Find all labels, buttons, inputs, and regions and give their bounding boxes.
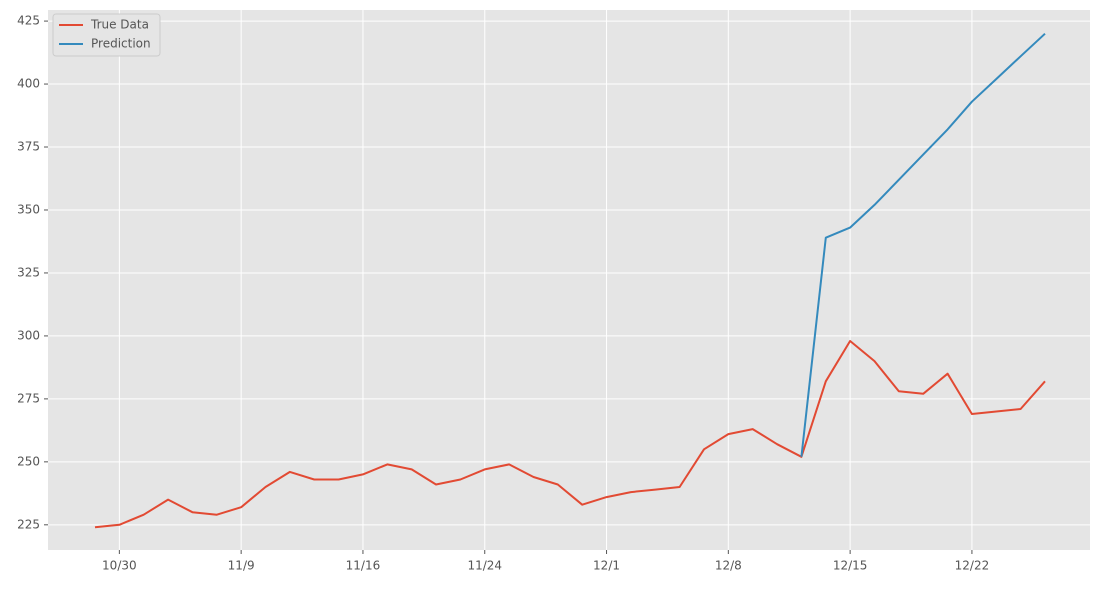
y-tick-label: 300 bbox=[17, 328, 40, 342]
y-tick-label: 325 bbox=[17, 265, 40, 279]
y-tick-label: 425 bbox=[17, 14, 40, 28]
series-line bbox=[94, 340, 1046, 529]
legend: True Data Prediction bbox=[52, 13, 161, 57]
x-tick-label: 11/24 bbox=[467, 559, 502, 573]
y-tick-label: 250 bbox=[17, 454, 40, 468]
x-tick-label: 11/16 bbox=[346, 559, 381, 573]
x-tick-label: 12/22 bbox=[955, 559, 990, 573]
y-tick-label: 225 bbox=[17, 517, 40, 531]
x-tick-label: 11/9 bbox=[228, 559, 255, 573]
y-tick-label: 275 bbox=[17, 391, 40, 405]
x-tick-label: 12/15 bbox=[833, 559, 868, 573]
legend-label: True Data bbox=[90, 18, 149, 32]
plot-area bbox=[48, 10, 1090, 550]
x-tick-label: 12/1 bbox=[593, 559, 620, 573]
y-tick-label: 400 bbox=[17, 77, 40, 91]
series-line bbox=[800, 32, 1046, 457]
legend-label: Prediction bbox=[91, 37, 151, 51]
y-tick-label: 375 bbox=[17, 140, 40, 154]
y-tick-label: 350 bbox=[17, 202, 40, 216]
x-tick-label: 12/8 bbox=[715, 559, 742, 573]
x-tick-label: 10/30 bbox=[102, 559, 137, 573]
